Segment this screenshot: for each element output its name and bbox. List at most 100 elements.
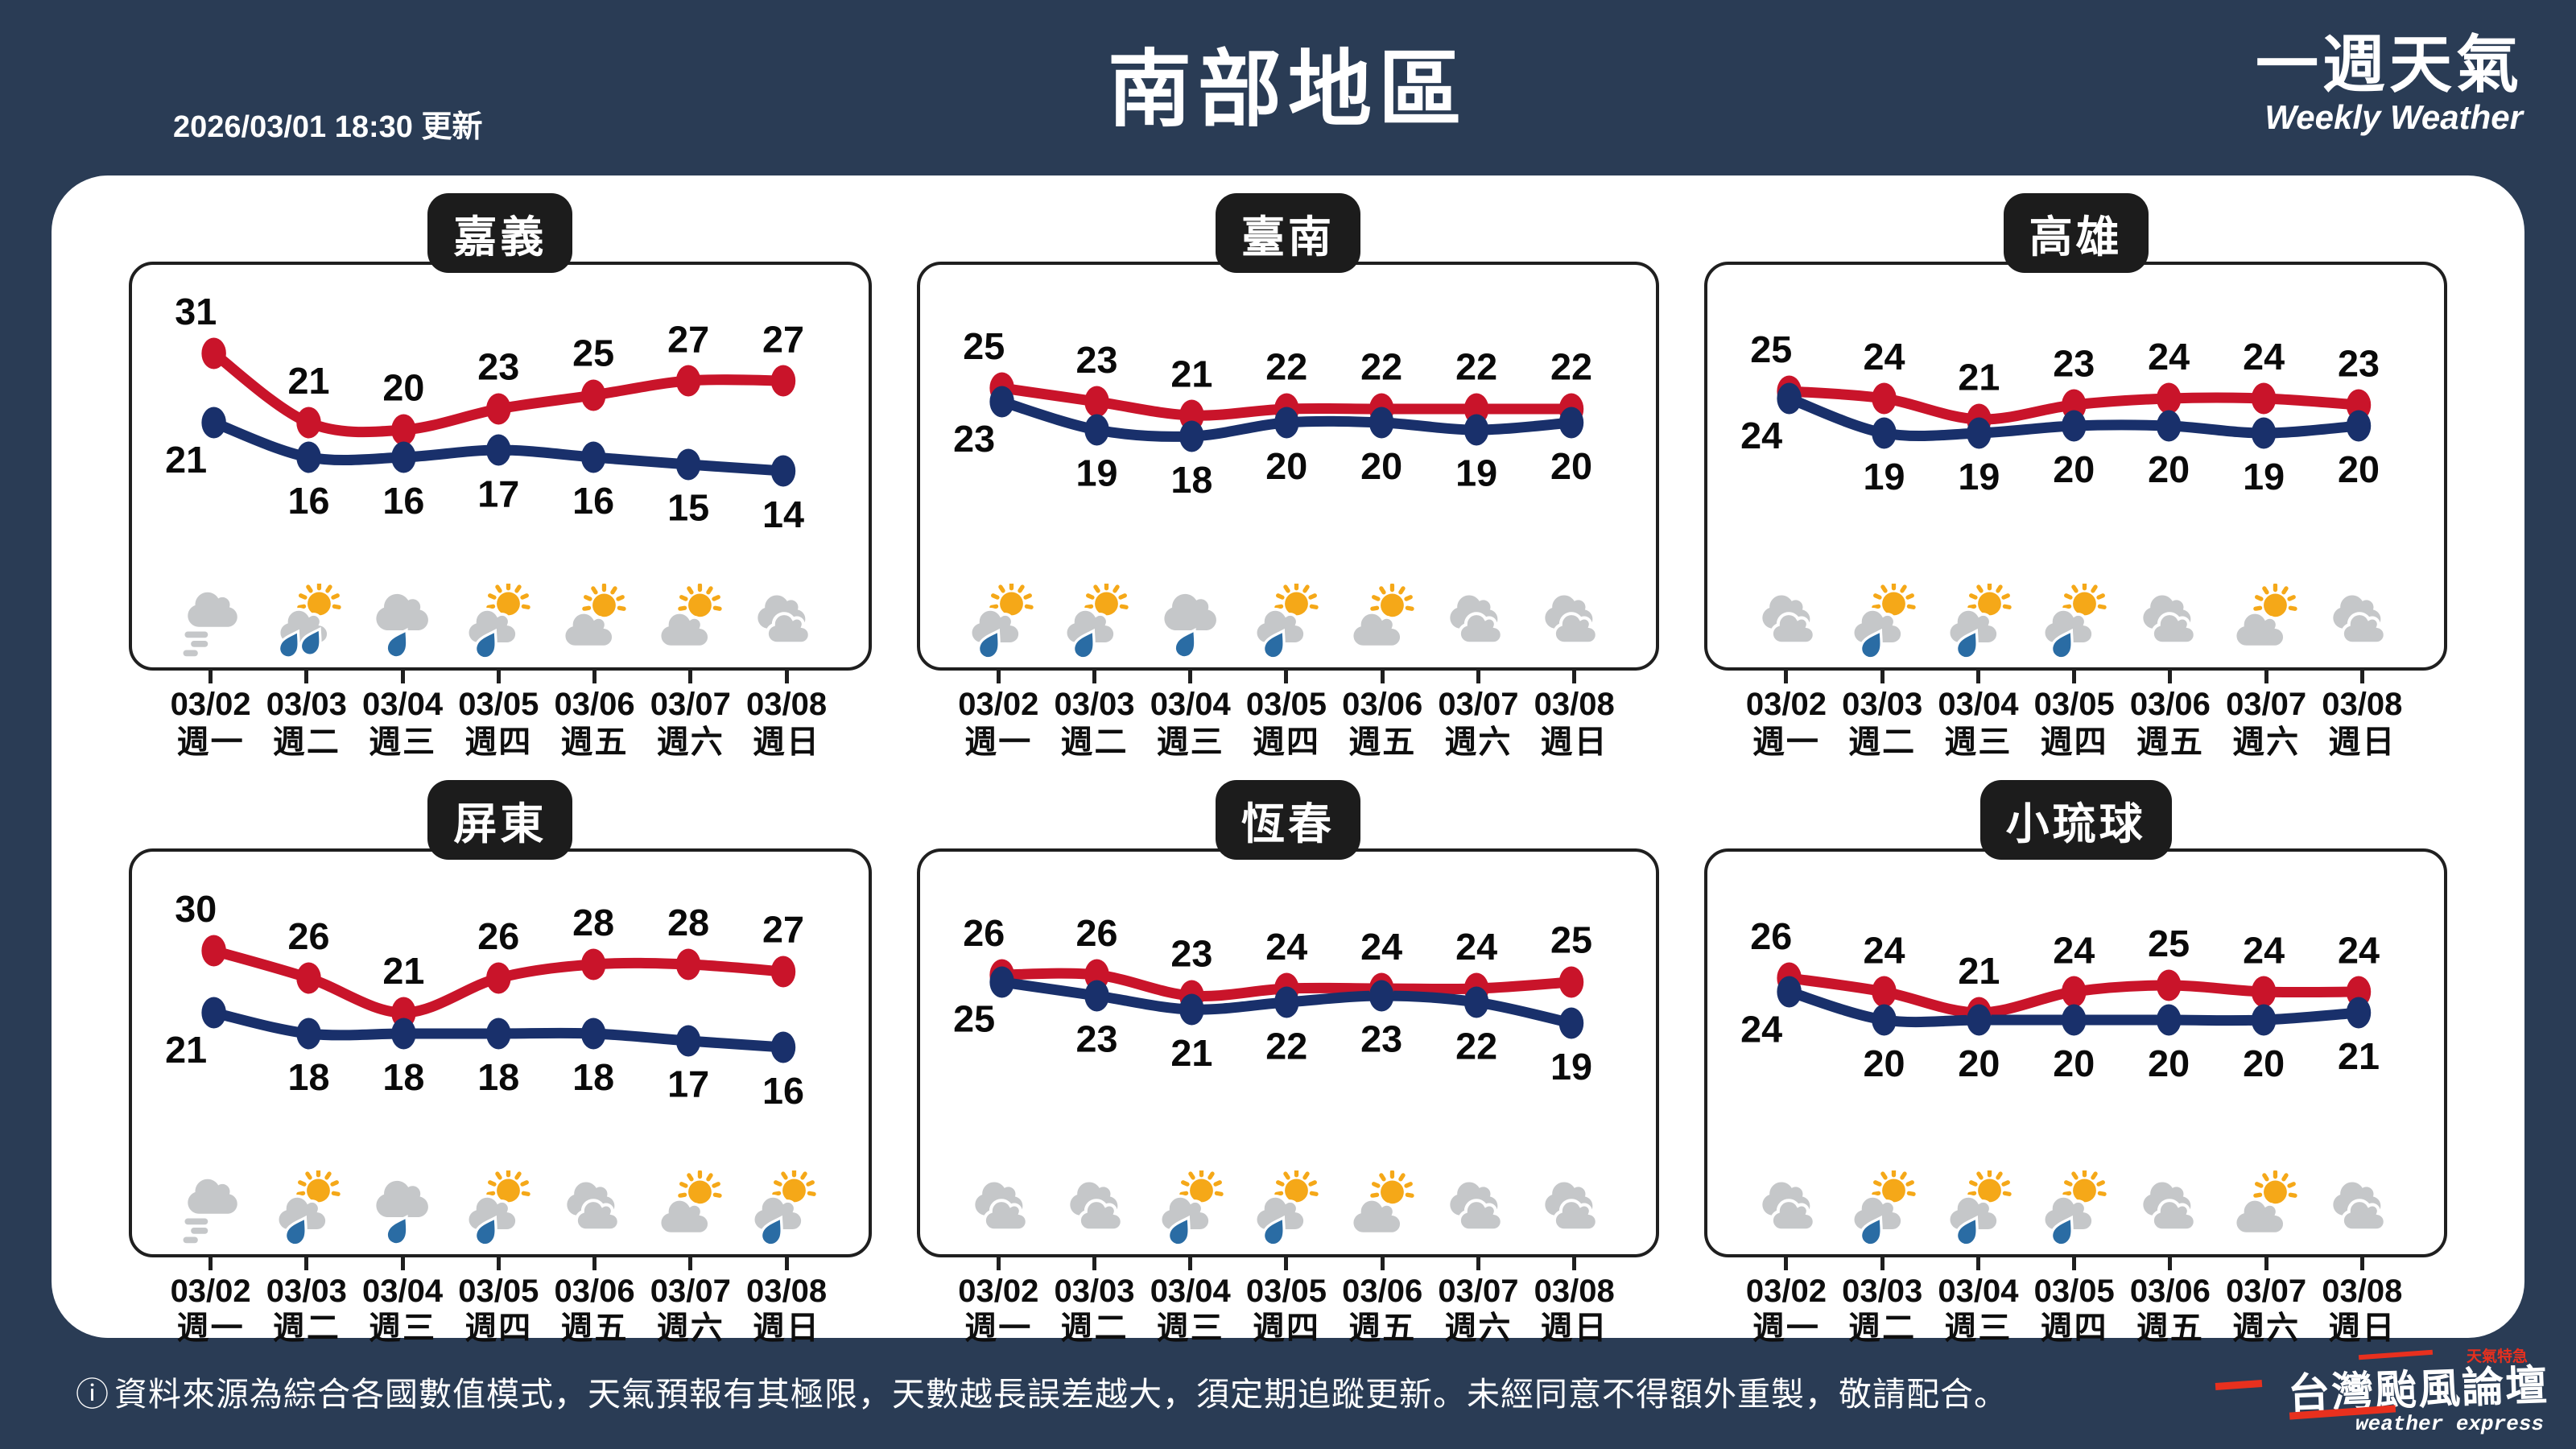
city-panel: 小琉球 26 24 21 24 25 24 24 24 20 20 20 20 20 21 03/02 週一 03…: [1704, 779, 2447, 1347]
high-temp-label: 23: [1075, 339, 1117, 381]
high-temp-label: 21: [288, 360, 330, 402]
weather-icon-cell: [2122, 584, 2217, 661]
sun-cloud-rain-icon: [1941, 584, 2018, 661]
tick-slot: [258, 1257, 354, 1270]
low-temp-label: 19: [1959, 456, 2000, 497]
weather-icon-cell: [1239, 584, 1334, 661]
high-temp-marker: [675, 948, 701, 980]
date-text: 03/03: [1842, 687, 1923, 722]
high-temp-label: 20: [382, 367, 424, 409]
sun-cloud-rain-icon: [1248, 584, 1325, 661]
weekday-text: 週三: [369, 1311, 437, 1347]
high-temp-label: 23: [477, 346, 519, 388]
high-temp-marker: [1872, 976, 1897, 1008]
date-text: 03/03: [266, 687, 347, 722]
weather-icon-cell: [1429, 584, 1524, 661]
low-temp-label: 20: [1959, 1042, 2000, 1084]
low-temp-marker: [2157, 1004, 2182, 1036]
date-text: 03/04: [362, 687, 444, 722]
tick-slot: [1142, 1257, 1238, 1270]
low-temp-marker: [1558, 1007, 1583, 1039]
low-temp-label: 20: [2149, 449, 2190, 491]
axis-ticks: [129, 671, 872, 683]
tick-slot: [1238, 671, 1334, 683]
weather-icons-row: [920, 1170, 1657, 1254]
low-temp-marker: [1368, 980, 1394, 1012]
high-temp-label: 22: [1455, 346, 1497, 388]
weekday-text: 週六: [656, 1311, 724, 1347]
chart-box: 30 26 21 26 28 28 27 21 18 18 18 18 17 16: [129, 848, 872, 1257]
weekday-text: 週日: [753, 1311, 821, 1347]
high-temp-label: 24: [2338, 929, 2380, 971]
date-label: 03/02 週一: [1738, 688, 1834, 759]
city-panel: 屏東 30 26 21 26 28 28 27 21 18 18 18 18 17 16 03/02 週一 03/…: [129, 779, 872, 1346]
sun-cloud-rain-icon: [963, 584, 1040, 661]
temperature-line-chart: 26 24 21 24 25 24 24 24 20 20 20 20 20 21: [1740, 915, 2380, 1084]
sun-cloud-rain-icon: [745, 1170, 823, 1248]
date-text: 03/07: [650, 687, 731, 722]
date-text: 03/05: [458, 1273, 539, 1309]
tick-slot: [1430, 1257, 1526, 1270]
weather-icon-cell: [451, 584, 546, 661]
chart-box: 26 26 23 24 24 24 25 25 23 21 22 23 22 19: [916, 848, 1660, 1257]
date-text: 03/06: [554, 687, 635, 722]
tick-mark: [1284, 671, 1289, 683]
weekday-text: 週六: [2232, 1311, 2301, 1347]
weekday-text: 週六: [1444, 724, 1513, 760]
axis-ticks: [129, 1257, 872, 1270]
date-text: 03/05: [458, 687, 539, 722]
weekday-text: 週二: [1848, 1311, 1917, 1347]
date-label: 03/03 週二: [1046, 1273, 1142, 1346]
weather-icon-cell: [2027, 1170, 2122, 1248]
info-icon: ⓘ: [76, 1376, 109, 1413]
date-label: 03/07 週六: [642, 688, 738, 759]
low-temp-marker: [2347, 997, 2372, 1029]
weather-icon-cell: [1334, 584, 1429, 661]
tick-mark: [304, 1257, 309, 1270]
sun-cloud-icon: [650, 1170, 728, 1248]
cloudy-icon: [1750, 1170, 1827, 1248]
date-text: 03/07: [1438, 1273, 1519, 1309]
low-temp-label: 18: [382, 1056, 424, 1098]
tick-mark: [2264, 671, 2268, 683]
weekday-text: 週五: [560, 1311, 629, 1347]
date-labels-row: 03/02 週一 03/03 週二 03/04 週三 03/05 週四 03/06 週五 03/07…: [129, 683, 872, 759]
tick-mark: [2359, 1257, 2364, 1270]
weather-icons-row: [920, 584, 1657, 667]
sun-cloud-rain-icon: [1058, 584, 1135, 661]
date-labels-row: 03/02 週一 03/03 週二 03/04 週三 03/05 週四 03/06 週五 03/07…: [129, 1270, 872, 1346]
low-temp-marker: [1777, 976, 1802, 1008]
weekday-text: 週四: [2040, 1311, 2108, 1347]
date-text: 03/03: [1054, 1273, 1135, 1309]
date-label: 03/05 週四: [2026, 1274, 2122, 1347]
tick-mark: [784, 671, 789, 683]
date-text: 03/07: [2226, 1273, 2307, 1309]
weather-icon-cell: [2122, 1170, 2217, 1248]
low-temp-label: 22: [1455, 1025, 1497, 1067]
tick-mark: [1975, 671, 1980, 683]
tick-slot: [1046, 1257, 1142, 1270]
weather-icon-cell: [166, 1170, 261, 1248]
low-temp-label: 19: [2243, 456, 2285, 497]
date-label: 03/08 週日: [2314, 688, 2410, 759]
brand-logo: 台灣颱風論壇 weather express 天氣特急: [2215, 1348, 2549, 1436]
chart-box: 25 24 21 23 24 24 23 24 19 19 20 20 19 20: [1704, 262, 2447, 671]
low-temp-label: 20: [1864, 1042, 1905, 1084]
date-text: 03/06: [2129, 1273, 2211, 1309]
date-label: 03/03 週二: [258, 688, 354, 759]
weekday-text: 週一: [1752, 1311, 1820, 1347]
low-temp-label: 16: [382, 480, 424, 522]
high-temp-label: 21: [1959, 357, 2000, 398]
low-temp-marker: [486, 1018, 511, 1050]
high-temp-label: 28: [572, 902, 614, 943]
weather-icon-cell: [451, 1170, 546, 1248]
low-temp-label: 18: [288, 1056, 330, 1098]
high-temp-marker: [486, 962, 511, 994]
weekday-text: 週日: [2328, 724, 2396, 760]
low-temp-label: 23: [1360, 1018, 1402, 1060]
city-badge: 屏東: [427, 779, 573, 860]
date-text: 03/07: [1438, 687, 1519, 722]
high-temp-marker: [296, 962, 321, 994]
date-label: 03/06 週五: [1335, 1274, 1430, 1346]
high-temp-label: 25: [1550, 919, 1592, 960]
